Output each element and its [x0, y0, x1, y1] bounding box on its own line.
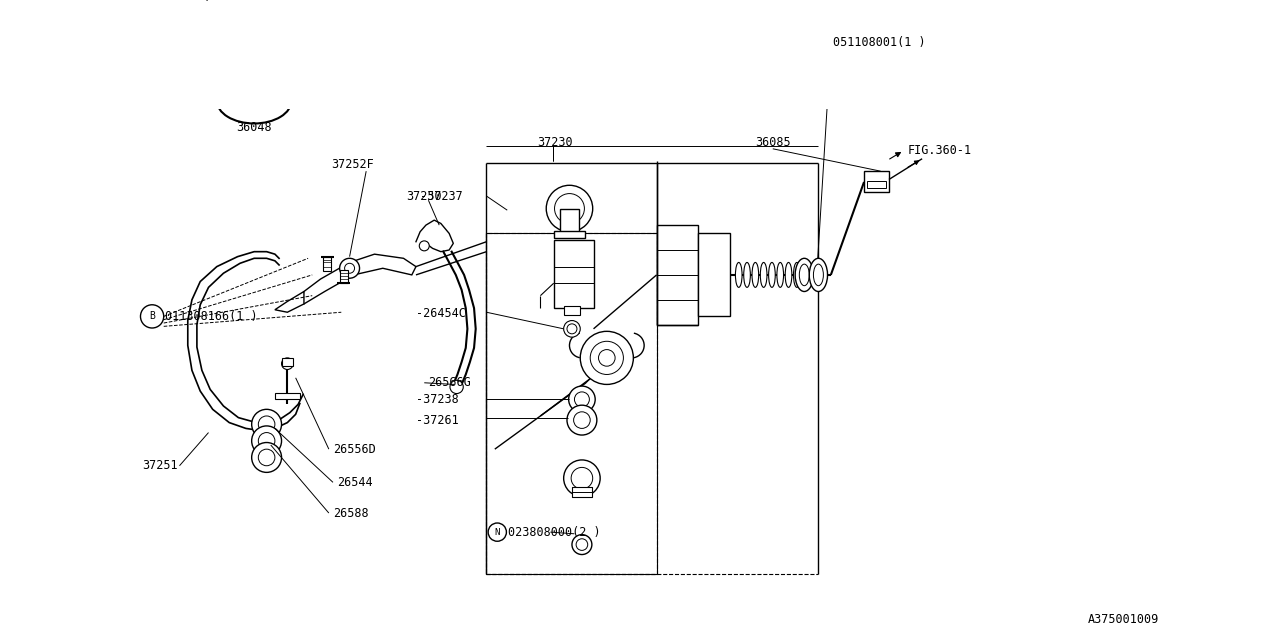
Circle shape: [580, 332, 634, 385]
Text: -37261: -37261: [416, 413, 458, 427]
Bar: [563, 307, 580, 315]
Ellipse shape: [744, 262, 750, 287]
Ellipse shape: [794, 262, 800, 287]
Ellipse shape: [760, 262, 767, 287]
Bar: [486, 234, 657, 573]
Circle shape: [563, 321, 580, 337]
Ellipse shape: [785, 262, 792, 287]
Text: 37250: 37250: [406, 189, 442, 203]
Ellipse shape: [795, 259, 813, 291]
Text: -37238: -37238: [416, 393, 458, 406]
Text: -37237: -37237: [420, 189, 463, 203]
Bar: [554, 240, 594, 308]
Circle shape: [488, 523, 507, 541]
Text: FIG.360-1: FIG.360-1: [908, 144, 972, 157]
Ellipse shape: [801, 262, 809, 287]
Text: -26454C: -26454C: [416, 307, 466, 321]
Bar: [657, 225, 698, 324]
Bar: [275, 393, 300, 399]
Bar: [698, 234, 730, 316]
Text: N: N: [494, 527, 500, 536]
Bar: [559, 209, 580, 234]
Bar: [486, 234, 657, 573]
Text: 26556D: 26556D: [333, 443, 376, 456]
Text: 26566G: 26566G: [429, 376, 471, 389]
Text: 36085: 36085: [755, 136, 791, 148]
Text: 26544: 26544: [337, 476, 372, 489]
Circle shape: [252, 442, 282, 472]
Text: 051108001(1 ): 051108001(1 ): [832, 36, 925, 49]
Ellipse shape: [753, 262, 759, 287]
Text: 37251: 37251: [142, 460, 178, 472]
Ellipse shape: [809, 259, 828, 291]
Text: 37230: 37230: [536, 136, 572, 148]
Circle shape: [141, 305, 164, 328]
Bar: [867, 181, 887, 188]
Bar: [282, 358, 293, 366]
Polygon shape: [275, 291, 303, 312]
Circle shape: [563, 460, 600, 497]
Text: B: B: [150, 312, 155, 321]
Circle shape: [252, 426, 282, 456]
Ellipse shape: [736, 262, 742, 287]
Text: 023808000(2 ): 023808000(2 ): [508, 525, 600, 539]
Text: 011308166(1 ): 011308166(1 ): [165, 310, 259, 323]
Circle shape: [547, 186, 593, 232]
Ellipse shape: [216, 78, 292, 124]
Polygon shape: [323, 257, 332, 271]
Ellipse shape: [768, 262, 776, 287]
Text: A375001009: A375001009: [1087, 612, 1158, 626]
Bar: [554, 231, 585, 237]
Circle shape: [568, 386, 595, 413]
Bar: [572, 487, 591, 497]
Circle shape: [420, 241, 429, 251]
Polygon shape: [339, 270, 348, 284]
Bar: [864, 171, 888, 192]
Polygon shape: [300, 254, 416, 304]
Circle shape: [572, 534, 591, 554]
Text: W/O MASTER CYLINDER: W/O MASTER CYLINDER: [198, 0, 326, 2]
Text: 36048: 36048: [237, 121, 271, 134]
Circle shape: [282, 358, 293, 369]
Circle shape: [339, 259, 360, 278]
Ellipse shape: [777, 262, 783, 287]
Text: 26588: 26588: [333, 506, 369, 520]
Circle shape: [451, 380, 463, 394]
Circle shape: [567, 405, 596, 435]
Text: 37252F: 37252F: [332, 158, 374, 171]
Circle shape: [252, 410, 282, 439]
